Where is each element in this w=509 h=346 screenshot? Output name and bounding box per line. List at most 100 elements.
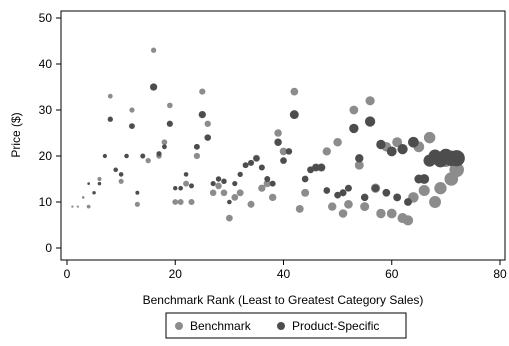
data-point (188, 198, 195, 206)
data-point (397, 143, 408, 155)
data-point (232, 181, 238, 187)
data-point (145, 157, 151, 164)
data-point (402, 215, 414, 226)
data-point (382, 188, 391, 197)
data-point (317, 163, 326, 172)
data-point (289, 110, 299, 120)
data-point (418, 184, 430, 197)
data-point (140, 153, 146, 159)
data-point (134, 201, 140, 207)
data-point (285, 148, 293, 155)
series-benchmark (71, 47, 464, 226)
y-tick-label: 20 (39, 149, 53, 163)
data-point (204, 120, 211, 127)
data-point (236, 189, 244, 197)
data-point (360, 193, 369, 202)
data-point (209, 189, 217, 197)
y-axis-label: Price ($) (9, 112, 23, 157)
data-point (376, 208, 386, 219)
data-point (107, 93, 113, 99)
x-tick-label: 60 (385, 267, 399, 281)
series-product-specific (87, 83, 465, 206)
data-point (334, 191, 342, 199)
data-point (198, 110, 206, 119)
data-point (290, 87, 299, 96)
data-point (173, 185, 178, 191)
data-point (86, 204, 91, 209)
data-point (274, 138, 282, 146)
legend-swatch-benchmark (175, 322, 183, 330)
data-point (231, 194, 239, 201)
data-point (237, 171, 243, 178)
data-point (364, 116, 376, 127)
data-point (156, 151, 162, 157)
data-point (193, 143, 200, 150)
legend-label-benchmark: Benchmark (190, 319, 252, 333)
data-point (328, 202, 337, 211)
data-point (76, 205, 79, 208)
plot-area-border (60, 10, 506, 261)
data-point (129, 123, 135, 129)
data-point (129, 107, 135, 113)
data-point (268, 193, 277, 202)
data-point (183, 172, 189, 177)
data-point (124, 153, 129, 159)
data-point (301, 188, 310, 197)
data-point (344, 199, 353, 209)
data-point (295, 204, 304, 213)
data-point (113, 167, 118, 172)
data-point (307, 166, 315, 174)
data-point (258, 164, 265, 171)
data-point (199, 88, 206, 95)
y-tick-label: 50 (39, 11, 53, 25)
data-point (339, 189, 347, 197)
data-point (349, 123, 359, 134)
data-point (97, 176, 102, 182)
data-point (448, 150, 465, 167)
data-point (71, 205, 74, 208)
data-point (419, 174, 430, 184)
data-point (301, 175, 309, 183)
x-tick-label: 0 (64, 267, 71, 281)
y-tick-label: 40 (39, 57, 53, 71)
data-point (274, 129, 282, 137)
data-point (408, 136, 419, 148)
data-point (423, 131, 436, 144)
data-point (102, 153, 107, 159)
data-point (227, 199, 232, 205)
data-point (161, 139, 168, 146)
data-point (263, 179, 271, 188)
data-point (135, 190, 140, 195)
data-point (376, 139, 386, 150)
data-point (225, 214, 233, 222)
data-point (360, 202, 370, 212)
y-axis: 0 10 20 30 40 50 (39, 11, 61, 255)
data-point (354, 160, 364, 170)
data-point (338, 209, 348, 218)
data-point (162, 144, 167, 150)
data-point (242, 162, 249, 169)
data-point (172, 199, 179, 205)
y-tick-label: 30 (39, 103, 53, 117)
data-point (333, 137, 342, 147)
data-point (97, 181, 102, 186)
data-point (393, 193, 402, 202)
data-point (365, 96, 375, 106)
data-point (355, 154, 364, 163)
data-point (87, 182, 90, 185)
data-point (371, 184, 380, 192)
data-point (253, 155, 260, 162)
data-point (177, 199, 184, 205)
data-point (269, 180, 276, 187)
data-point (215, 176, 222, 182)
x-tick-label: 40 (277, 267, 291, 281)
x-tick-label: 20 (169, 267, 183, 281)
data-point (449, 162, 464, 178)
data-point (247, 159, 255, 166)
data-point (392, 137, 403, 148)
data-point (322, 147, 331, 156)
data-point (264, 176, 271, 182)
data-point (349, 105, 359, 115)
y-tick-label: 0 (45, 241, 52, 255)
